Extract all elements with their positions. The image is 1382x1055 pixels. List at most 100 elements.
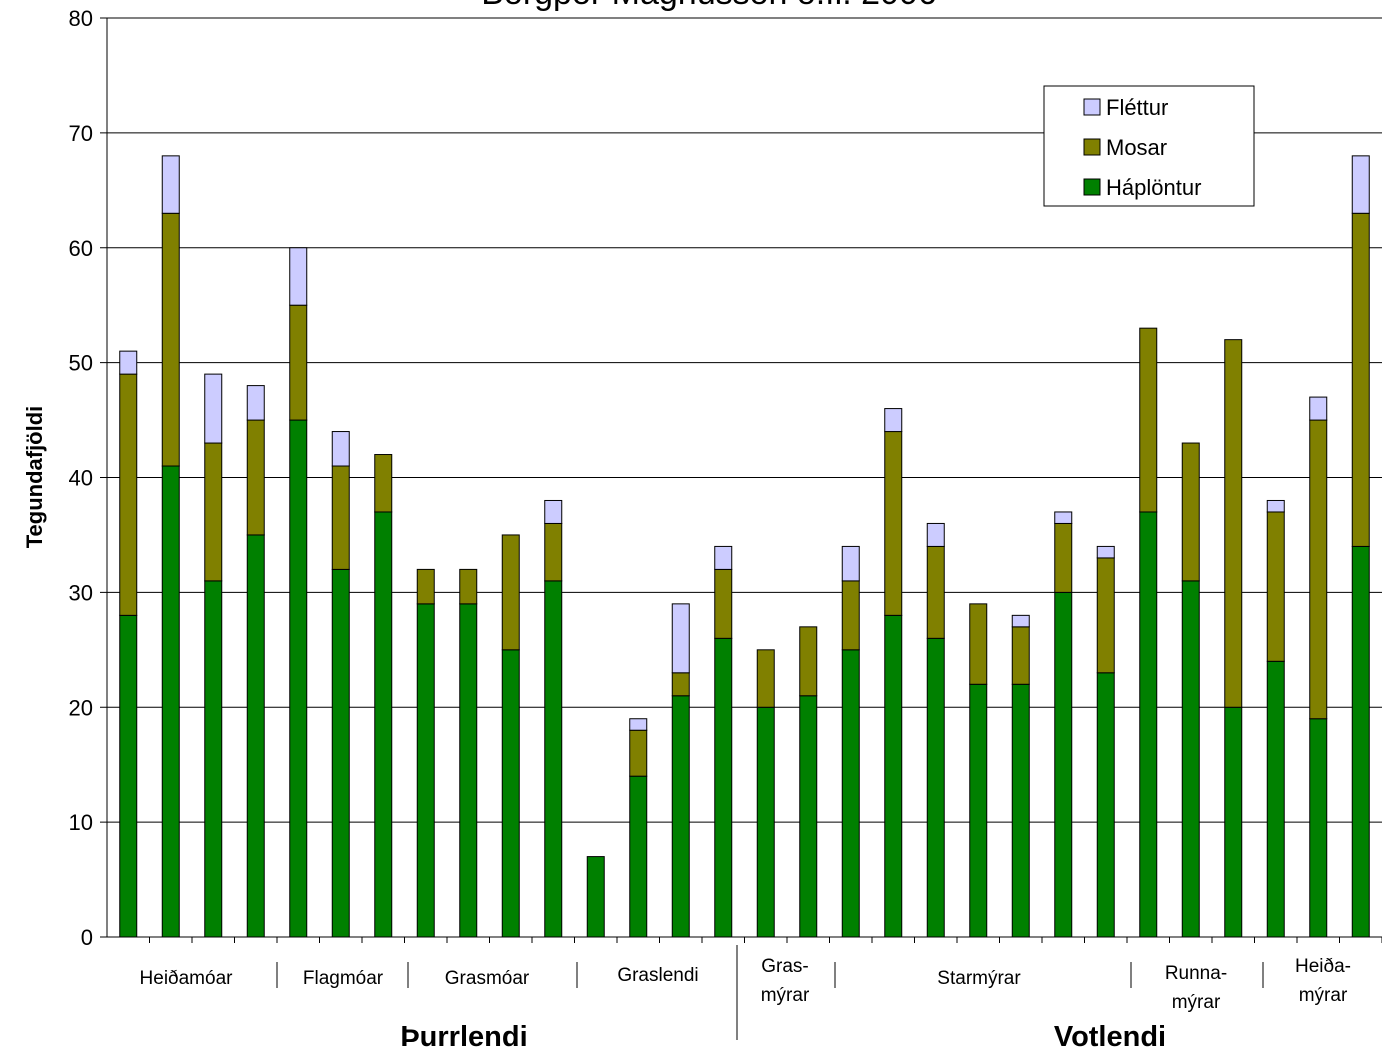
legend-swatch — [1083, 98, 1101, 116]
bar-11-háplöntur — [544, 580, 563, 938]
bar-6-háplöntur — [331, 568, 350, 938]
category-label: Heiðamóar — [140, 968, 234, 989]
bar-26-mosar — [1181, 442, 1200, 582]
y-tick-label: 30 — [69, 580, 93, 605]
bar-1-fléttur — [119, 350, 138, 375]
bar-12-háplöntur — [586, 856, 605, 938]
bar-30-háplöntur — [1351, 545, 1370, 938]
bar-21-mosar — [969, 603, 988, 685]
bar-13-háplöntur — [629, 775, 648, 938]
bar-27-háplöntur — [1224, 706, 1243, 938]
bar-14-fléttur — [671, 603, 690, 674]
category-label: Runna- — [1165, 963, 1227, 984]
bar-24-háplöntur — [1096, 672, 1115, 938]
legend: Fléttur Mosar Háplöntur — [1043, 85, 1255, 207]
bar-23-háplöntur — [1054, 591, 1073, 938]
bar-29-háplöntur — [1309, 718, 1328, 938]
category-label: mýrar — [761, 985, 810, 1006]
bar-3-háplöntur — [204, 580, 223, 938]
category-label: Flagmóar — [303, 968, 384, 989]
group-label-votlendi: Votlendi — [1054, 1021, 1166, 1050]
y-tick-label: 70 — [69, 121, 93, 146]
gridlines — [107, 17, 1382, 823]
bar-13-mosar — [629, 729, 648, 777]
y-axis-label: Tegundafjöldi — [22, 406, 47, 549]
bar-5-mosar — [289, 304, 308, 421]
bar-29-fléttur — [1309, 396, 1328, 421]
bar-6-fléttur — [331, 431, 350, 467]
bar-17-mosar — [799, 626, 818, 697]
bar-6-mosar — [331, 465, 350, 570]
category-label: mýrar — [1299, 985, 1348, 1006]
y-tick-label: 10 — [69, 810, 93, 835]
bar-16-mosar — [756, 649, 775, 708]
bar-9-háplöntur — [459, 603, 478, 938]
bar-19-fléttur — [884, 408, 903, 433]
category-label: Gras- — [761, 956, 809, 977]
bar-7-háplöntur — [374, 511, 393, 938]
bar-18-fléttur — [841, 545, 860, 582]
bar-10-mosar — [501, 534, 520, 651]
bar-25-háplöntur — [1139, 511, 1158, 938]
group-label-thurrlendi: Þurrlendi — [400, 1021, 527, 1050]
bar-18-mosar — [841, 580, 860, 651]
bar-15-háplöntur — [714, 637, 733, 938]
bar-23-fléttur — [1054, 511, 1073, 524]
y-tick-label: 20 — [69, 695, 93, 720]
bar-28-mosar — [1266, 511, 1285, 662]
bar-5-háplöntur — [289, 419, 308, 938]
bar-2-fléttur — [161, 155, 180, 214]
bar-25-mosar — [1139, 327, 1158, 513]
bar-24-mosar — [1096, 557, 1115, 674]
category-label: Heiða- — [1295, 956, 1351, 977]
bar-7-mosar — [374, 454, 393, 513]
legend-label: Fléttur — [1106, 95, 1168, 120]
category-label: Grasmóar — [445, 968, 530, 989]
bar-28-háplöntur — [1266, 660, 1285, 938]
category-label: Graslendi — [617, 965, 698, 986]
bars — [119, 155, 1370, 938]
y-tick-label: 40 — [69, 466, 93, 491]
bar-2-háplöntur — [161, 465, 180, 938]
bar-2-mosar — [161, 212, 180, 467]
legend-box — [1043, 85, 1255, 207]
bar-8-háplöntur — [416, 603, 435, 938]
bar-3-fléttur — [204, 373, 223, 444]
bar-9-mosar — [459, 568, 478, 605]
legend-label: Háplöntur — [1106, 175, 1201, 200]
bar-11-fléttur — [544, 499, 563, 524]
bar-20-fléttur — [926, 522, 945, 547]
bar-27-mosar — [1224, 339, 1243, 708]
legend-swatch — [1083, 138, 1101, 156]
bar-19-háplöntur — [884, 614, 903, 938]
bar-21-háplöntur — [969, 683, 988, 938]
bar-11-mosar — [544, 522, 563, 582]
y-tick-label: 50 — [69, 351, 93, 376]
bar-13-fléttur — [629, 718, 648, 731]
bar-15-fléttur — [714, 545, 733, 570]
bar-17-háplöntur — [799, 695, 818, 938]
bar-22-háplöntur — [1011, 683, 1030, 938]
bar-8-mosar — [416, 568, 435, 605]
bar-22-fléttur — [1011, 614, 1030, 628]
bar-14-háplöntur — [671, 695, 690, 938]
y-tick-label: 0 — [81, 925, 93, 950]
bar-5-fléttur — [289, 247, 308, 306]
bar-29-mosar — [1309, 419, 1328, 720]
legend-label: Mosar — [1106, 135, 1167, 160]
bar-4-fléttur — [246, 385, 265, 421]
y-tick-label: 80 — [69, 6, 93, 31]
chart-title: Borgþór Magnússon o.fl. 2006 — [481, 0, 937, 12]
bar-18-háplöntur — [841, 649, 860, 938]
y-tick-label: 60 — [69, 236, 93, 261]
bar-4-mosar — [246, 419, 265, 536]
bar-26-háplöntur — [1181, 580, 1200, 938]
bar-30-mosar — [1351, 212, 1370, 547]
axes — [100, 17, 1382, 1040]
bar-20-háplöntur — [926, 637, 945, 938]
bar-23-mosar — [1054, 522, 1073, 593]
category-label: Starmýrar — [937, 968, 1021, 989]
bar-16-háplöntur — [756, 706, 775, 938]
y-tick-labels: 0 10 20 30 40 50 60 70 80 — [69, 6, 93, 950]
